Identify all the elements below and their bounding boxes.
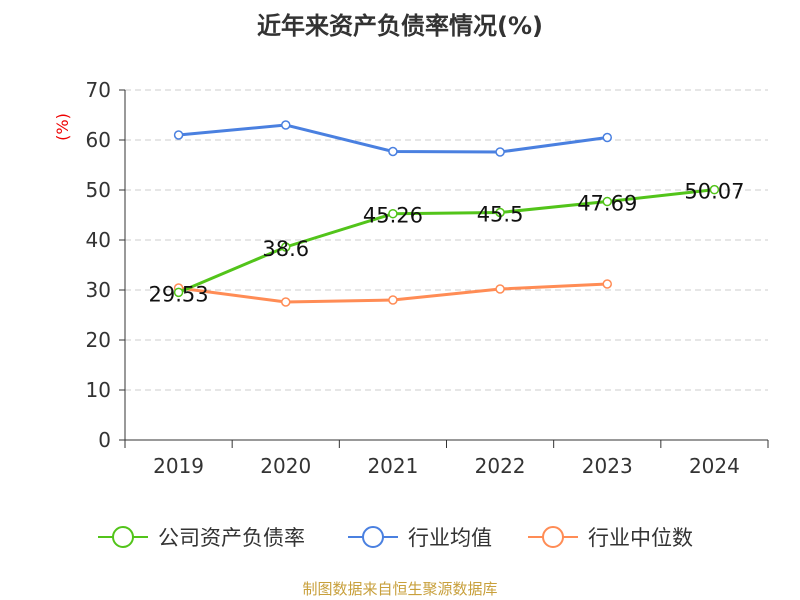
data-point	[281, 242, 291, 252]
data-point	[173, 130, 184, 140]
x-tick-label: 2023	[582, 454, 633, 478]
y-tick-label: 70	[86, 78, 111, 102]
data-point	[602, 132, 612, 143]
data-point	[388, 295, 398, 305]
data-label: 38.6	[262, 237, 309, 261]
y-tick-label: 50	[86, 178, 111, 202]
x-tick-label: 2019	[153, 454, 204, 478]
x-tick-label: 2021	[367, 454, 418, 478]
data-point	[173, 287, 184, 298]
legend-marker	[542, 526, 564, 548]
data-label: 45.5	[477, 203, 524, 227]
y-tick-label: 20	[86, 328, 111, 352]
data-label: 45.26	[363, 204, 423, 228]
data-point	[495, 147, 505, 157]
source-footer: 制图数据来自恒生聚源数据库	[302, 580, 498, 598]
y-tick-label: 10	[86, 378, 111, 402]
x-tick-label: 2024	[689, 454, 740, 478]
data-point	[281, 120, 291, 130]
data-point	[495, 207, 505, 218]
legend-label: 行业中位数	[588, 526, 693, 550]
data-label: 47.69	[577, 192, 637, 216]
legend-marker	[112, 526, 134, 548]
data-point	[602, 279, 612, 289]
y-tick-label: 40	[86, 228, 111, 252]
data-point	[388, 146, 398, 157]
data-point	[602, 196, 612, 207]
legend-label: 公司资产负债率	[158, 526, 305, 550]
y-tick-label: 0	[98, 428, 111, 452]
data-label: 50.07	[684, 180, 744, 204]
y-tick-label: 30	[86, 278, 111, 302]
legend-marker	[362, 526, 384, 548]
data-point	[495, 284, 505, 294]
data-label: 29.53	[149, 282, 209, 306]
y-axis-label: (%)	[53, 113, 72, 141]
legend-label: 行业均值	[408, 526, 492, 550]
y-tick-label: 60	[86, 128, 111, 152]
series-line	[177, 188, 715, 294]
data-point	[388, 208, 398, 219]
chart-title: 近年来资产负债率情况(%)	[257, 12, 543, 40]
data-point	[281, 297, 291, 307]
data-point	[709, 184, 720, 195]
x-tick-label: 2020	[260, 454, 311, 478]
x-tick-label: 2022	[475, 454, 526, 478]
